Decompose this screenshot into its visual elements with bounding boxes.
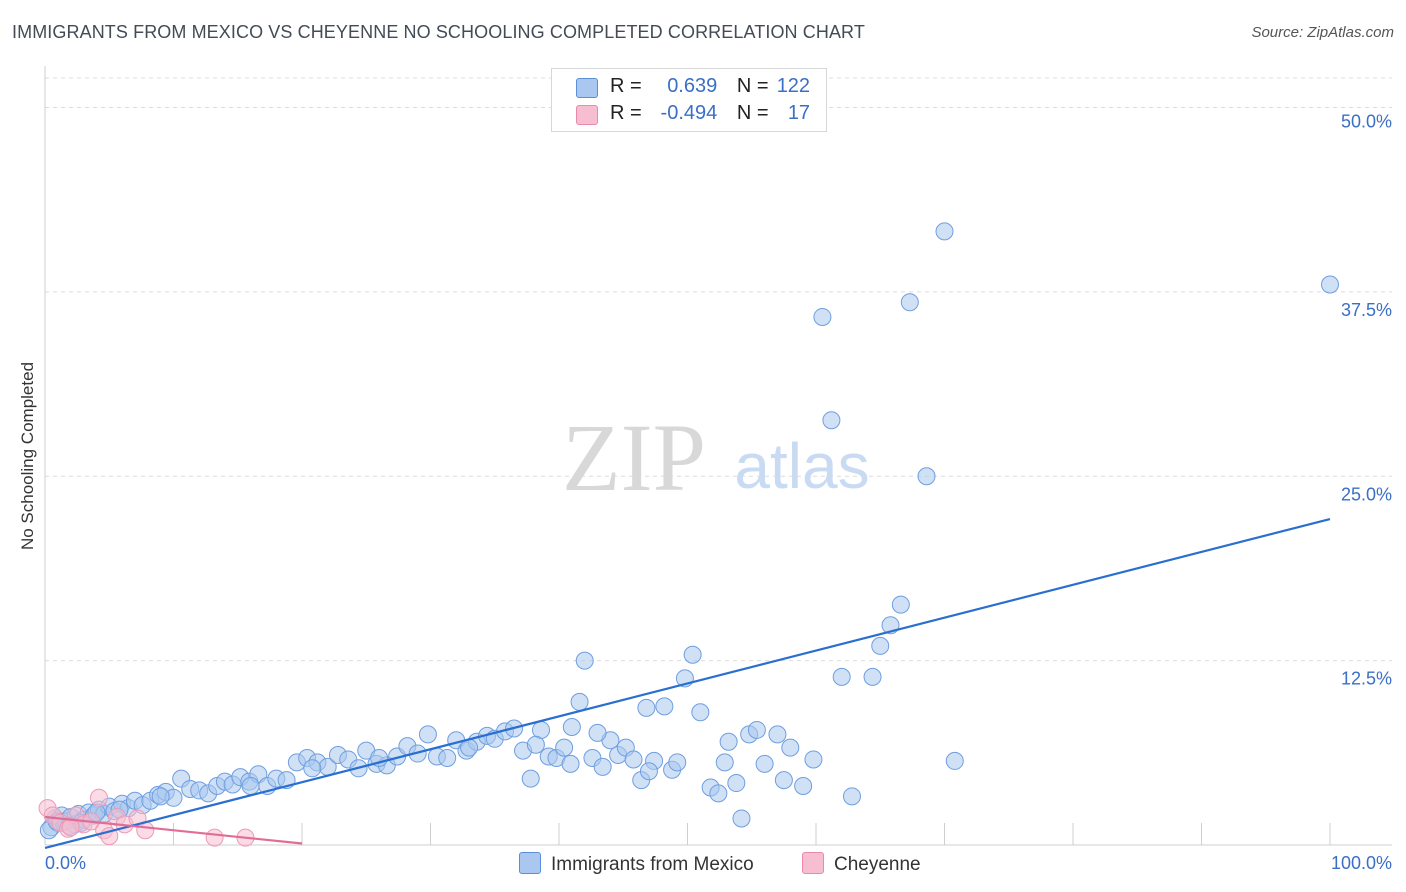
bottom-legend-swatch-mexico (519, 852, 541, 874)
bottom-legend-mexico: Immigrants from Mexico (519, 852, 754, 876)
correlation-legend: R = 0.639 N = 122 R = -0.494 N = 17 (551, 68, 827, 132)
point-mexico (151, 787, 170, 806)
legend-n-value-mexico: 122 (776, 75, 811, 97)
point-mexico (755, 754, 774, 773)
legend-n-label: N = (736, 75, 769, 97)
bottom-legend-label-mexico: Immigrants from Mexico (551, 854, 754, 875)
point-mexico (241, 777, 260, 795)
point-mexico (555, 738, 574, 757)
point-mexico (768, 725, 787, 744)
trendline-cheyenne (44, 815, 303, 845)
grid-lines (45, 77, 1392, 662)
point-mexico (832, 667, 851, 686)
y-tick-label: 50.0% (1341, 112, 1392, 132)
y-tick-label: 25.0% (1341, 484, 1392, 504)
point-mexico (715, 753, 734, 772)
point-mexico (719, 732, 738, 751)
point-mexico (418, 725, 437, 744)
bottom-legend-cheyenne: Cheyenne (802, 852, 921, 876)
point-mexico (732, 809, 751, 828)
point-mexico (655, 697, 674, 716)
legend-swatch-cheyenne (576, 105, 598, 125)
point-cheyenne (205, 828, 224, 847)
point-mexico (637, 698, 656, 717)
axes (44, 66, 1392, 846)
x-tick-label-min: 0.0% (45, 853, 86, 873)
bottom-legend-swatch-cheyenne (802, 852, 824, 874)
point-mexico (624, 750, 643, 769)
point-mexico (842, 787, 861, 806)
point-mexico (891, 595, 910, 614)
legend-r-label: R = (610, 75, 642, 97)
tick-labels: 12.5% 25.0% 37.5% 50.0% 0.0% 100.0% (45, 112, 1392, 874)
point-cheyenne (89, 788, 108, 807)
legend-swatch-mexico (576, 78, 598, 98)
watermark-atlas: atlas (734, 430, 869, 502)
point-mexico (794, 777, 813, 795)
x-tick-label-max: 100.0% (1331, 853, 1392, 873)
source-credit: Source: ZipAtlas.com (1251, 24, 1394, 41)
point-mexico (709, 784, 728, 803)
point-mexico (668, 753, 687, 772)
point-mexico (588, 723, 607, 742)
y-tick-label: 12.5% (1341, 669, 1392, 689)
legend-n-value-cheyenne: 17 (787, 102, 811, 124)
trend-lines (44, 517, 1331, 850)
point-mexico (945, 751, 964, 770)
point-mexico (917, 467, 936, 486)
point-mexico (871, 636, 890, 655)
point-mexico (900, 293, 919, 312)
point-mexico (303, 759, 322, 778)
y-axis-title: No Schooling Completed (18, 361, 37, 551)
point-mexico (727, 774, 746, 793)
point-mexico (813, 307, 832, 326)
point-mexico (863, 667, 882, 686)
point-mexico (935, 222, 954, 241)
point-mexico (1321, 275, 1339, 294)
point-mexico (575, 651, 594, 670)
point-mexico (562, 718, 581, 736)
point-mexico (561, 754, 580, 773)
point-mexico (747, 720, 766, 739)
chart-title: IMMIGRANTS FROM MEXICO VS CHEYENNE NO SC… (12, 22, 865, 42)
point-mexico (683, 645, 702, 664)
legend-n-label: N = (736, 102, 769, 124)
legend-r-label: R = (610, 102, 642, 124)
point-mexico (822, 411, 841, 430)
trendline-mexico (44, 517, 1331, 850)
point-mexico (593, 757, 612, 776)
legend-r-value-cheyenne: -0.494 (660, 102, 718, 124)
point-mexico (804, 750, 823, 769)
legend-r-value-mexico: 0.639 (667, 75, 718, 97)
watermark: ZIP atlas (562, 404, 870, 511)
point-mexico (781, 738, 800, 757)
point-mexico (521, 769, 540, 788)
bottom-legend-label-cheyenne: Cheyenne (834, 854, 921, 875)
y-tick-label: 37.5% (1341, 300, 1392, 320)
point-mexico (691, 703, 710, 722)
point-mexico (639, 762, 658, 781)
point-mexico (526, 735, 545, 754)
point-mexico (438, 748, 457, 767)
data-points (38, 222, 1339, 847)
point-mexico (570, 692, 589, 711)
watermark-zip: ZIP (562, 404, 706, 511)
point-mexico (774, 771, 793, 790)
